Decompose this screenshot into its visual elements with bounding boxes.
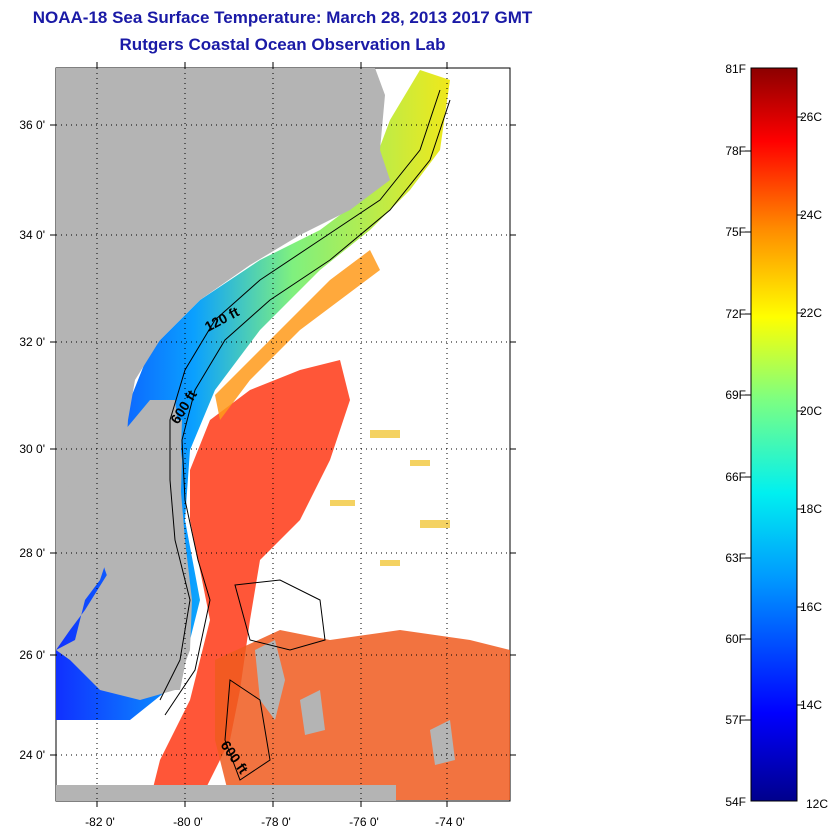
colorbar-f-label: 54F: [725, 795, 746, 809]
gulf-stream-warm-water: [150, 360, 350, 800]
colorbar-f-label: 75F: [725, 225, 746, 239]
colorbar-ticks: [745, 116, 803, 721]
colorbar-c-label: 12C: [806, 797, 828, 811]
lat-label: 26 0': [19, 648, 45, 662]
mid-shelf-water: [215, 250, 380, 420]
colorbar-f-label: 60F: [725, 632, 746, 646]
colorbar-c-label: 18C: [800, 502, 822, 516]
colorbar-f-label: 63F: [725, 551, 746, 565]
colorbar-f-label: 72F: [725, 307, 746, 321]
lon-label: -76 0': [349, 815, 379, 829]
colorbar-f-label: 81F: [725, 62, 746, 76]
lat-label: 30 0': [19, 442, 45, 456]
colorbar-c-label: 16C: [800, 600, 822, 614]
lat-label: 24 0': [19, 748, 45, 762]
depth-contours: [159, 89, 451, 781]
lon-label: -80 0': [173, 815, 203, 829]
colorbar-f-label: 66F: [725, 470, 746, 484]
lat-label: 32 0': [19, 335, 45, 349]
lat-label: 28 0': [19, 546, 45, 560]
colorbar-c-label: 24C: [800, 208, 822, 222]
colorbar-c-label: 22C: [800, 306, 822, 320]
scattered-sst-patches: [330, 430, 450, 566]
map-title: NOAA-18 Sea Surface Temperature: March 2…: [32, 8, 533, 27]
colorbar-f-label: 78F: [725, 144, 746, 158]
colorbar-f-label: 69F: [725, 388, 746, 402]
colorbar-c-label: 20C: [800, 404, 822, 418]
lon-label: -78 0': [261, 815, 291, 829]
colorbar-c-label: 14C: [800, 698, 822, 712]
colorbar-c-label: 26C: [800, 110, 822, 124]
colorbar: [750, 67, 798, 802]
land-bahamas: [255, 640, 455, 765]
lat-label: 34 0': [19, 228, 45, 242]
lon-label: -74 0': [435, 815, 465, 829]
land-florida: [56, 400, 190, 690]
lon-label: -82 0': [85, 815, 115, 829]
axis-ticks: [50, 62, 516, 807]
lat-lon-grid: [56, 68, 510, 801]
colorbar-f-label: 57F: [725, 713, 746, 727]
map-subtitle: Rutgers Coastal Ocean Observation Lab: [119, 35, 446, 54]
lat-label: 36 0': [19, 118, 45, 132]
land-cuba: [56, 785, 396, 801]
